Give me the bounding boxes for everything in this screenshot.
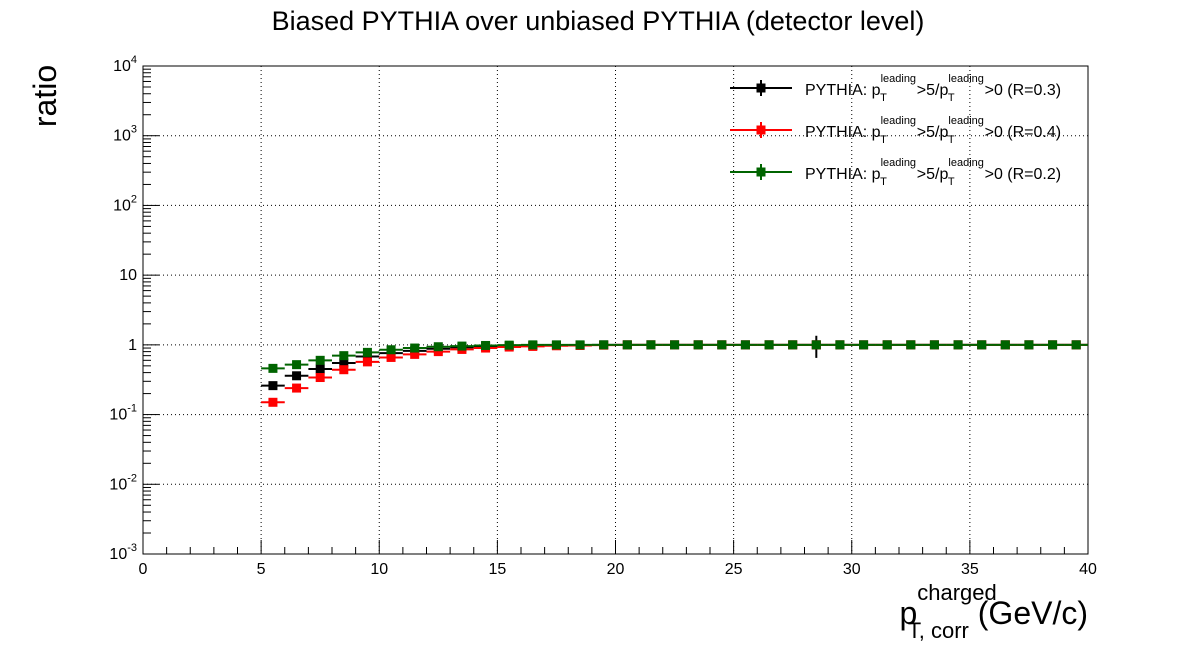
data-point bbox=[433, 342, 443, 352]
chart-title: Biased PYTHIA over unbiased PYTHIA (dete… bbox=[272, 6, 925, 36]
data-point bbox=[929, 340, 939, 350]
data-point bbox=[410, 343, 420, 353]
data-point bbox=[268, 381, 278, 391]
data-point bbox=[481, 340, 491, 350]
data-point bbox=[953, 340, 963, 350]
data-point bbox=[740, 340, 750, 350]
data-point bbox=[811, 340, 821, 350]
data-point bbox=[504, 340, 514, 350]
data-point bbox=[599, 340, 609, 350]
data-point bbox=[433, 347, 443, 357]
legend-marker bbox=[756, 167, 766, 177]
data-point bbox=[788, 340, 798, 350]
data-point bbox=[646, 340, 656, 350]
data-point bbox=[292, 360, 302, 370]
x-axis: 0 5 10 15 20 25 30 35 40 bbox=[139, 540, 1097, 578]
legend-entry-2: PYTHIA: pleading T >5/pleading T >0 (R=0.2) bbox=[730, 157, 1061, 188]
data-point bbox=[386, 352, 396, 362]
y-axis: 10-3 10-2 10-1 1 10 102 103 104 bbox=[109, 54, 159, 563]
data-point bbox=[1000, 340, 1010, 350]
x-tick-label: 0 bbox=[139, 561, 148, 578]
data-point bbox=[717, 340, 727, 350]
data-point bbox=[1024, 340, 1034, 350]
y-tick-label: 10-2 bbox=[109, 472, 137, 493]
y-tick-label: 10-1 bbox=[109, 403, 137, 424]
x-axis-label: pcharged T, corr (GeV/c) bbox=[899, 580, 1088, 643]
data-point bbox=[882, 340, 892, 350]
data-point bbox=[457, 341, 467, 351]
x-tick-label: 30 bbox=[843, 561, 861, 578]
data-point bbox=[693, 340, 703, 350]
data-point bbox=[292, 371, 302, 381]
data-point bbox=[315, 364, 325, 374]
legend-marker bbox=[756, 125, 766, 135]
data-point bbox=[551, 340, 561, 350]
data-point bbox=[977, 340, 987, 350]
data-point bbox=[575, 340, 585, 350]
data-point bbox=[670, 340, 680, 350]
data-point bbox=[268, 363, 278, 373]
legend: PYTHIA: pleading T >5/pleading T >0 (R=0.3) P… bbox=[730, 73, 1061, 188]
data-point bbox=[1071, 340, 1081, 350]
data-point bbox=[339, 365, 349, 375]
data-point bbox=[764, 340, 774, 350]
data-point bbox=[362, 347, 372, 357]
data-point bbox=[339, 358, 349, 368]
data-point bbox=[622, 340, 632, 350]
y-tick-label: 10 bbox=[119, 267, 137, 284]
data-point bbox=[292, 383, 302, 393]
x-tick-label: 5 bbox=[257, 561, 266, 578]
x-tick-label: 20 bbox=[607, 561, 625, 578]
data-point bbox=[339, 351, 349, 361]
data-point bbox=[315, 373, 325, 383]
data-point bbox=[859, 340, 869, 350]
series-2 bbox=[261, 340, 1088, 373]
x-tick-label: 35 bbox=[961, 561, 979, 578]
data-point bbox=[410, 349, 420, 359]
x-tick-label: 10 bbox=[370, 561, 388, 578]
legend-entry-0: PYTHIA: pleading T >5/pleading T >0 (R=0.3) bbox=[730, 73, 1061, 104]
y-tick-label: 10-3 bbox=[109, 542, 137, 563]
data-point bbox=[362, 357, 372, 367]
y-axis-label: ratio bbox=[27, 65, 63, 127]
legend-marker bbox=[756, 83, 766, 93]
data-point bbox=[835, 340, 845, 350]
y-tick-label: 102 bbox=[113, 193, 137, 214]
data-point bbox=[1048, 340, 1058, 350]
data-point bbox=[315, 355, 325, 365]
y-tick-label: 103 bbox=[113, 124, 137, 145]
y-tick-label: 1 bbox=[128, 337, 137, 354]
data-point bbox=[386, 345, 396, 355]
legend-entry-1: PYTHIA: pleading T >5/pleading T >0 (R=0.4) bbox=[730, 115, 1061, 146]
legend-label: PYTHIA: pleading T >5/pleading T >0 (R=0.4) bbox=[805, 115, 1061, 146]
data-point bbox=[906, 340, 916, 350]
legend-label: PYTHIA: pleading T >5/pleading T >0 (R=0.2) bbox=[805, 157, 1061, 188]
data-point bbox=[528, 340, 538, 350]
x-tick-label: 15 bbox=[488, 561, 506, 578]
x-tick-label: 25 bbox=[725, 561, 743, 578]
x-tick-label: 40 bbox=[1079, 561, 1097, 578]
data-point bbox=[268, 397, 278, 407]
legend-label: PYTHIA: pleading T >5/pleading T >0 (R=0.3) bbox=[805, 73, 1061, 104]
y-tick-label: 104 bbox=[113, 54, 137, 75]
series-layer bbox=[261, 335, 1088, 407]
